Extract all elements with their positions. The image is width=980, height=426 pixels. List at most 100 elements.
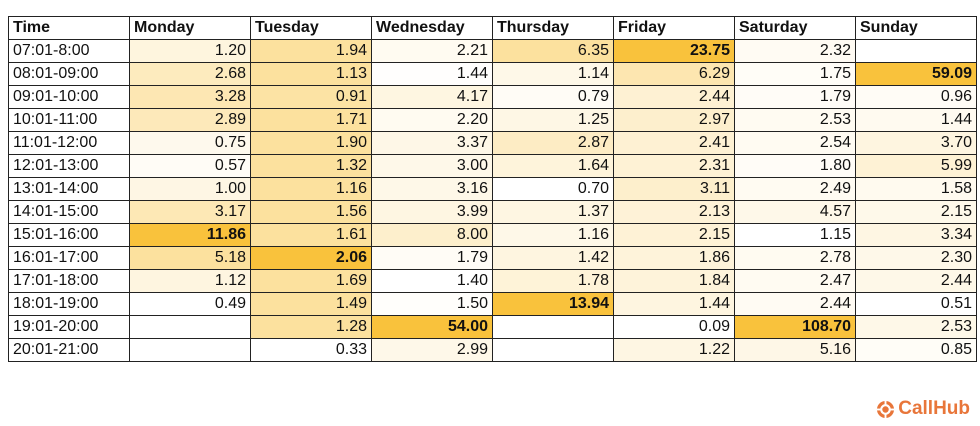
table-cell: 4.17 xyxy=(371,85,493,109)
table-cell: 3.00 xyxy=(371,154,493,178)
table-cell: 1.79 xyxy=(371,246,493,270)
table-cell: 1.16 xyxy=(492,223,614,247)
table-cell: 1.22 xyxy=(613,338,735,362)
table-cell: 2.99 xyxy=(371,338,493,362)
table-cell: 1.56 xyxy=(250,200,372,224)
table-cell: 5.18 xyxy=(129,246,251,270)
table-cell: 2.20 xyxy=(371,108,493,132)
table-cell xyxy=(492,338,614,362)
table-cell: 23.75 xyxy=(613,39,735,63)
time-slot-label: 14:01-15:00 xyxy=(8,200,130,224)
table-cell: 1.75 xyxy=(734,62,856,86)
column-header: Time xyxy=(8,16,130,40)
table-cell: 1.79 xyxy=(734,85,856,109)
table-cell: 2.89 xyxy=(129,108,251,132)
table-row: 15:01-16:00 11.86 1.61 8.00 1.16 2.15 1.15 3.34 xyxy=(8,223,977,247)
table-cell: 1.90 xyxy=(250,131,372,155)
time-slot-label: 07:01-8:00 xyxy=(8,39,130,63)
table-row: 18:01-19:00 0.49 1.49 1.50 13.94 1.44 2.44 0.51 xyxy=(8,292,977,316)
table-cell: 1.00 xyxy=(129,177,251,201)
table-cell: 3.34 xyxy=(855,223,977,247)
table-row: 12:01-13:00 0.57 1.32 3.00 1.64 2.31 1.80 5.99 xyxy=(8,154,977,178)
table-cell: 1.13 xyxy=(250,62,372,86)
time-slot-label: 11:01-12:00 xyxy=(8,131,130,155)
table-cell: 2.32 xyxy=(734,39,856,63)
table-cell: 1.86 xyxy=(613,246,735,270)
time-slot-label: 20:01-21:00 xyxy=(8,338,130,362)
table-cell: 11.86 xyxy=(129,223,251,247)
table-cell: 1.80 xyxy=(734,154,856,178)
column-header: Monday xyxy=(129,16,251,40)
table-cell: 8.00 xyxy=(371,223,493,247)
column-header: Thursday xyxy=(492,16,614,40)
table-cell: 2.53 xyxy=(855,315,977,339)
time-slot-label: 10:01-11:00 xyxy=(8,108,130,132)
table-cell: 0.33 xyxy=(250,338,372,362)
table-cell: 1.61 xyxy=(250,223,372,247)
table-cell: 1.25 xyxy=(492,108,614,132)
table-row: 08:01-09:00 2.68 1.13 1.44 1.14 6.29 1.75 59.09 xyxy=(8,62,977,86)
table-cell: 2.15 xyxy=(613,223,735,247)
column-header: Tuesday xyxy=(250,16,372,40)
brand-logo: CallHub xyxy=(876,398,970,420)
table-row: 11:01-12:00 0.75 1.90 3.37 2.87 2.41 2.54 3.70 xyxy=(8,131,977,155)
table-cell: 1.64 xyxy=(492,154,614,178)
table-cell: 1.12 xyxy=(129,269,251,293)
callhub-logo-icon xyxy=(877,400,895,418)
table-cell: 2.06 xyxy=(250,246,372,270)
table-cell: 2.44 xyxy=(855,269,977,293)
table-cell: 2.44 xyxy=(613,85,735,109)
table-cell: 108.70 xyxy=(734,315,856,339)
table-cell: 1.20 xyxy=(129,39,251,63)
table-cell: 13.94 xyxy=(492,292,614,316)
table-cell: 1.44 xyxy=(855,108,977,132)
column-header: Friday xyxy=(613,16,735,40)
table-cell: 0.09 xyxy=(613,315,735,339)
table-cell: 1.58 xyxy=(855,177,977,201)
table-cell: 1.50 xyxy=(371,292,493,316)
table-row: 10:01-11:00 2.89 1.71 2.20 1.25 2.97 2.53 1.44 xyxy=(8,108,977,132)
table-cell xyxy=(129,315,251,339)
table-cell: 0.70 xyxy=(492,177,614,201)
column-header: Sunday xyxy=(855,16,977,40)
table-row: 19:01-20:00 1.28 54.00 0.09 108.70 2.53 xyxy=(8,315,977,339)
table-cell: 2.97 xyxy=(613,108,735,132)
table-cell: 1.37 xyxy=(492,200,614,224)
table-row: 07:01-8:00 1.20 1.94 2.21 6.35 23.75 2.32 xyxy=(8,39,977,63)
table-row: 14:01-15:00 3.17 1.56 3.99 1.37 2.13 4.57 2.15 xyxy=(8,200,977,224)
table-cell: 2.47 xyxy=(734,269,856,293)
table-cell: 3.28 xyxy=(129,85,251,109)
table-cell: 2.54 xyxy=(734,131,856,155)
time-slot-label: 08:01-09:00 xyxy=(8,62,130,86)
table-cell: 4.57 xyxy=(734,200,856,224)
column-header: Wednesday xyxy=(371,16,493,40)
table-cell: 0.57 xyxy=(129,154,251,178)
time-slot-label: 12:01-13:00 xyxy=(8,154,130,178)
table-cell: 1.69 xyxy=(250,269,372,293)
table-cell: 1.71 xyxy=(250,108,372,132)
time-slot-label: 09:01-10:00 xyxy=(8,85,130,109)
table-cell: 59.09 xyxy=(855,62,977,86)
table-cell: 1.78 xyxy=(492,269,614,293)
table-cell xyxy=(855,39,977,63)
table-cell: 1.94 xyxy=(250,39,372,63)
table-cell: 2.30 xyxy=(855,246,977,270)
table-cell: 0.91 xyxy=(250,85,372,109)
table-cell: 2.31 xyxy=(613,154,735,178)
table-cell: 0.51 xyxy=(855,292,977,316)
column-header: Saturday xyxy=(734,16,856,40)
table-row: 13:01-14:00 1.00 1.16 3.16 0.70 3.11 2.49 1.58 xyxy=(8,177,977,201)
table-cell: 5.99 xyxy=(855,154,977,178)
table-cell: 0.96 xyxy=(855,85,977,109)
table-cell: 3.99 xyxy=(371,200,493,224)
table-cell: 6.35 xyxy=(492,39,614,63)
table-cell: 3.17 xyxy=(129,200,251,224)
table-cell: 1.15 xyxy=(734,223,856,247)
table-cell: 1.28 xyxy=(250,315,372,339)
table-cell: 1.44 xyxy=(613,292,735,316)
table-cell: 0.85 xyxy=(855,338,977,362)
time-slot-label: 16:01-17:00 xyxy=(8,246,130,270)
table-cell: 2.68 xyxy=(129,62,251,86)
table-body: 07:01-8:00 1.20 1.94 2.21 6.35 23.75 2.32 08:01… xyxy=(8,39,977,362)
time-slot-label: 15:01-16:00 xyxy=(8,223,130,247)
